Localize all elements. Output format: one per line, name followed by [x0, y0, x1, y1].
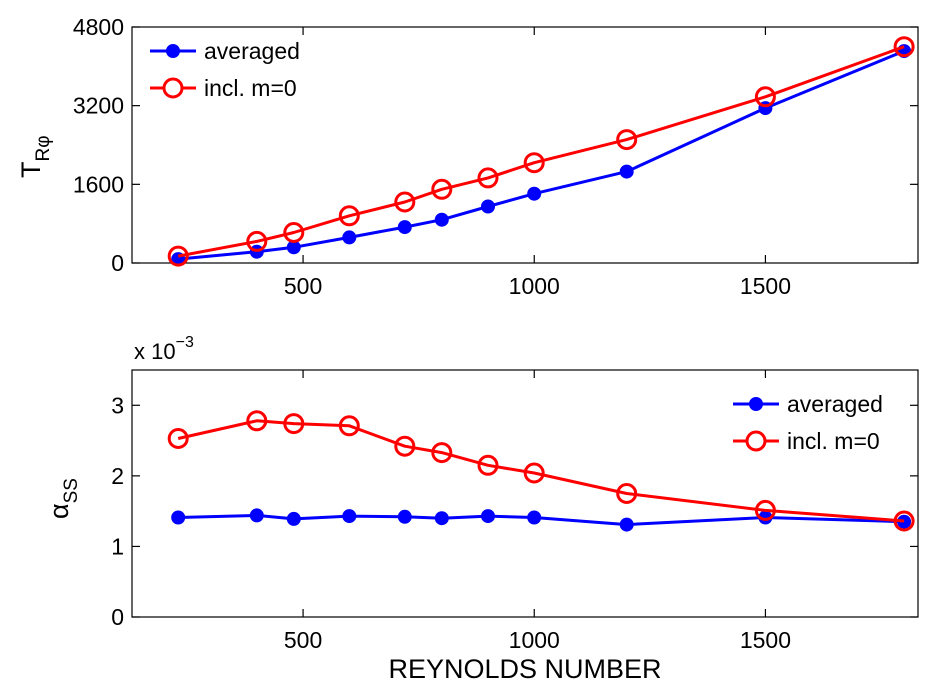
top-y-tick-label: 4800: [73, 14, 124, 40]
bottom-y-axis-title-main: α: [44, 503, 74, 519]
bottom-point-averaged: [434, 511, 449, 526]
bottom-x-axis-title: REYNOLDS NUMBER: [388, 654, 661, 684]
bottom-point-incl-m0: [754, 499, 776, 521]
bottom-point-averaged: [171, 510, 186, 525]
bottom-series-line-incl-m0: [177, 419, 905, 523]
bottom-series-layer: [167, 410, 915, 532]
bottom-point-incl-m0: [338, 415, 360, 437]
bottom-point-incl-m0: [477, 454, 499, 476]
bottom-point-incl-m0: [394, 435, 416, 457]
top-point-incl-m0: [431, 178, 453, 200]
top-point-incl-m0: [616, 129, 638, 151]
bottom-y-tick-label: 2: [111, 463, 124, 489]
bottom-legend-label-incl-m0: incl. m=0: [787, 428, 880, 454]
top-point-averaged: [342, 230, 357, 245]
bottom-x-tick-label: 500: [284, 627, 322, 653]
top-y-tick-label: 1600: [73, 171, 124, 197]
bottom-y-axis-title: αSS: [44, 478, 82, 519]
bottom-point-incl-m0: [523, 462, 545, 484]
top-point-incl-m0: [246, 230, 268, 252]
bottom-point-averaged: [619, 517, 634, 532]
top-point-incl-m0: [754, 86, 776, 108]
top-x-tick-label: 1500: [740, 273, 791, 299]
bottom-y-tick-label: 1: [111, 533, 124, 559]
top-y-axis-title: TRφ: [16, 135, 54, 178]
bottom-legend-marker-averaged: [749, 397, 763, 411]
bottom-point-incl-m0: [431, 442, 453, 464]
top-point-incl-m0: [167, 245, 189, 267]
top-x-tick-label: 500: [284, 273, 322, 299]
top-point-incl-m0: [477, 167, 499, 189]
top-point-averaged: [481, 199, 495, 214]
top-point-averaged: [619, 164, 634, 179]
bottom-point-averaged: [481, 509, 495, 524]
bottom-point-incl-m0: [283, 413, 305, 435]
top-series-layer: [167, 36, 915, 267]
top-point-incl-m0: [338, 205, 360, 227]
top-panel: 500 1000 1500 0 1600 3200 4800 averaged incl. …: [16, 14, 919, 299]
bottom-axis-ticks: [132, 370, 918, 618]
top-x-tick-label: 1000: [509, 273, 560, 299]
bottom-plot-frame: [131, 369, 919, 618]
bottom-point-incl-m0: [893, 510, 915, 532]
bottom-point-averaged: [249, 508, 264, 523]
top-plot-frame: [131, 26, 919, 264]
bottom-point-averaged: [286, 511, 301, 526]
bottom-y-multiplier-exponent: −3: [176, 334, 194, 351]
top-y-tick-label: 0: [111, 250, 124, 276]
top-y-axis-title-main: T: [16, 162, 46, 179]
top-point-averaged: [527, 186, 542, 201]
bottom-y-multiplier: x 10−3: [134, 334, 194, 364]
top-point-averaged: [397, 220, 412, 235]
bottom-tick-labels: 500 1000 1500 0 1 2 3: [111, 392, 791, 653]
top-axis-ticks: [132, 26, 918, 264]
bottom-y-axis-title-subscript: SS: [61, 478, 82, 503]
top-legend-marker-averaged: [166, 44, 180, 58]
top-point-incl-m0: [893, 36, 915, 58]
bottom-point-incl-m0: [616, 483, 638, 504]
bottom-point-incl-m0: [167, 428, 189, 449]
bottom-y-tick-label: 0: [111, 604, 124, 630]
top-series-line-incl-m0: [177, 45, 905, 258]
bottom-x-tick-label: 1000: [509, 627, 560, 653]
top-point-averaged: [434, 212, 449, 227]
bottom-point-incl-m0: [246, 410, 268, 432]
bottom-point-averaged: [397, 509, 412, 524]
top-legend-label-averaged: averaged: [204, 38, 300, 64]
top-legend: averaged incl. m=0: [150, 38, 300, 101]
bottom-panel: 500 1000 1500 0 1 2 3 averaged incl. m=0 x 10−…: [44, 334, 919, 684]
top-point-incl-m0: [523, 152, 545, 174]
top-point-incl-m0: [394, 191, 416, 213]
bottom-legend-marker-incl-m0: [745, 430, 767, 452]
top-tick-labels: 500 1000 1500 0 1600 3200 4800: [73, 14, 791, 299]
bottom-x-tick-label: 1500: [740, 627, 791, 653]
top-legend-label-incl-m0: incl. m=0: [204, 75, 297, 101]
top-y-tick-label: 3200: [73, 93, 124, 119]
top-point-incl-m0: [283, 222, 305, 243]
top-legend-marker-incl-m0: [162, 77, 184, 99]
bottom-legend: averaged incl. m=0: [733, 391, 883, 454]
bottom-legend-label-averaged: averaged: [787, 391, 883, 417]
top-y-axis-title-subscript: Rφ: [33, 135, 54, 161]
bottom-point-averaged: [527, 510, 542, 525]
bottom-y-multiplier-base: x 10: [134, 339, 176, 364]
bottom-point-averaged: [342, 509, 357, 524]
bottom-y-tick-label: 3: [111, 392, 124, 418]
